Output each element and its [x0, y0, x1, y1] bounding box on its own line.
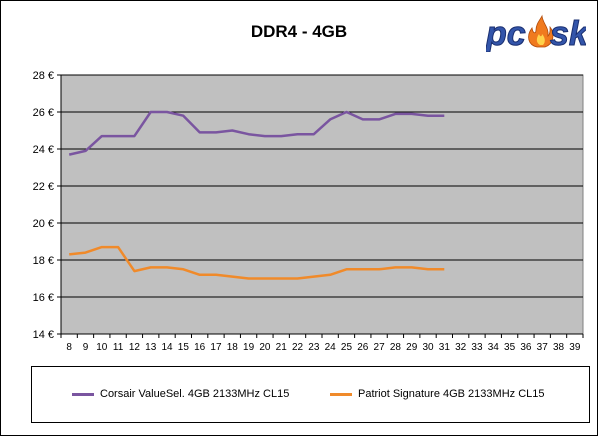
axes [60, 75, 584, 338]
legend-item-corsair: Corsair ValueSel. 4GB 2133MHz CL15 [72, 387, 289, 401]
logo-text-sk: sk [550, 15, 586, 52]
y-tick-labels: 14 € 16 € 18 € 20 € 22 € 24 € 26 € 28 € [33, 70, 54, 341]
y-tick-label: 14 € [33, 329, 54, 341]
x-tick-label: 23 [308, 342, 320, 353]
x-tick-label: 32 [455, 342, 467, 353]
x-tick-label: 27 [374, 342, 386, 353]
x-tick-label: 35 [504, 342, 516, 353]
gridlines [57, 74, 583, 335]
legend-item-patriot: Patriot Signature 4GB 2133MHz CL15 [330, 387, 545, 401]
y-tick-label: 28 € [33, 70, 54, 82]
x-tick-label: 33 [471, 342, 483, 353]
x-tick-label: 24 [325, 342, 337, 353]
x-tick-label: 21 [276, 342, 288, 353]
y-tick-label: 24 € [33, 144, 54, 156]
legend-label-patriot: Patriot Signature 4GB 2133MHz CL15 [358, 388, 545, 400]
x-tick-labels: 8 9 10 11 12 13 14 15 16 17 18 19 20 21 22 23 24 25 26 27 28… [66, 342, 580, 353]
y-tick-label: 16 € [33, 292, 54, 304]
y-tick-label: 18 € [33, 255, 54, 267]
x-tick-label: 13 [145, 342, 157, 353]
x-tick-label: 19 [243, 342, 255, 353]
series-lines [68, 110, 445, 280]
x-tick-label: 8 [66, 342, 72, 353]
x-tick-label: 38 [553, 342, 565, 353]
x-tick-label: 17 [210, 342, 222, 353]
x-tick-label: 14 [161, 342, 173, 353]
x-tick-label: 31 [439, 342, 451, 353]
plot-background [60, 74, 584, 335]
y-tick-label: 26 € [33, 107, 54, 119]
x-tick-label: 16 [194, 342, 206, 353]
legend-label-corsair: Corsair ValueSel. 4GB 2133MHz CL15 [100, 388, 290, 400]
chart-title: DDR4 - 4GB [250, 22, 348, 41]
x-tick-label: 22 [292, 342, 304, 353]
x-tick-label: 12 [129, 342, 141, 353]
x-tick-label: 15 [178, 342, 190, 353]
x-tick-label: 11 [113, 342, 124, 353]
series-line-corsair [68, 110, 445, 156]
y-tick-label: 20 € [33, 218, 54, 230]
x-tick-label: 28 [390, 342, 402, 353]
x-tick-label: 10 [96, 342, 108, 353]
x-tick-label: 34 [488, 342, 500, 353]
x-tick-label: 30 [422, 342, 434, 353]
x-tick-label: 18 [227, 342, 239, 353]
pcsk-logo: pc sk [486, 14, 586, 53]
x-tick-label: 20 [259, 342, 271, 353]
x-tick-label: 39 [569, 342, 581, 353]
flame-icon [528, 14, 554, 48]
x-tick-label: 26 [357, 342, 369, 353]
x-tick-label: 29 [406, 342, 418, 353]
legend: Corsair ValueSel. 4GB 2133MHz CL15 Patri… [31, 366, 590, 423]
x-tick-label: 25 [341, 342, 353, 353]
series-line-patriot [69, 245, 445, 280]
legend-swatch-corsair [72, 392, 94, 396]
x-tick-label: 36 [520, 342, 532, 353]
legend-swatch-patriot [330, 392, 352, 396]
plot-area [60, 74, 584, 335]
logo-text-pc: pc [486, 15, 526, 52]
x-tick-label: 9 [83, 342, 89, 353]
x-tick-label: 37 [537, 342, 549, 353]
y-tick-label: 22 € [33, 181, 54, 193]
